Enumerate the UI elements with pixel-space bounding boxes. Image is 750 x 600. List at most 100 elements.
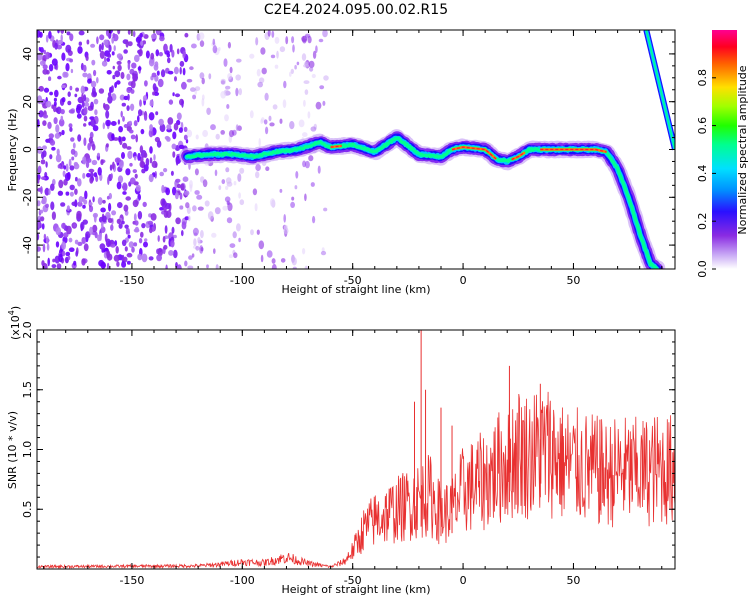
spectrogram-noise-cell: [41, 151, 45, 160]
spectrogram-noise-cell: [99, 232, 102, 241]
spectrogram-noise-cell: [173, 249, 178, 259]
x-tick-label: -100: [230, 574, 255, 587]
spectrogram-noise-cell: [199, 72, 205, 79]
spectrogram-noise-cell: [318, 38, 324, 43]
spectrogram-noise-cell: [55, 124, 60, 133]
spectrogram-noise-cell: [69, 127, 73, 132]
spectrogram-noise-cell: [120, 71, 125, 80]
spectrogram-noise-cell: [96, 77, 99, 84]
snr-y-label: SNR (10 * v/v): [6, 411, 19, 489]
spectrogram-noise-cell: [97, 152, 100, 157]
spectrogram-noise-cell: [292, 266, 297, 269]
spectrogram-noise-cell: [308, 155, 314, 162]
spectrogram-noise-cell: [103, 104, 110, 111]
spectrogram-noise-cell: [204, 200, 210, 207]
spectrogram-noise-cell: [51, 58, 58, 66]
spectrogram-noise-cell: [40, 159, 46, 165]
spectrogram-noise-cell: [176, 112, 182, 121]
spectrogram-noise-cell: [179, 205, 184, 210]
spectrogram-noise-cell: [67, 100, 72, 106]
spectrogram-noise-cell: [154, 61, 159, 68]
spectrogram-noise-cell: [90, 43, 96, 48]
spectrogram-noise-cell: [66, 225, 72, 235]
spectrogram-noise-cell: [58, 179, 64, 189]
spectrogram-noise-cell: [166, 124, 172, 130]
spectrogram-noise-cell: [54, 132, 61, 139]
spectrogram-noise-cell: [176, 183, 182, 189]
spectrogram-noise-cell: [41, 260, 45, 267]
spectrogram-noise-cell: [115, 246, 119, 254]
spectrogram-noise-cell: [93, 172, 98, 178]
spectrogram-noise-cell: [60, 34, 63, 42]
spectrogram-noise-cell: [151, 72, 157, 78]
spectrogram-noise-cell: [225, 167, 230, 173]
colorbar-ticks: 0.0 0.2 0.4 0.6 0.8: [696, 69, 716, 278]
spectrogram-noise-cell: [171, 143, 177, 150]
spectrogram-noise-cell: [283, 227, 289, 235]
spectrogram-noise-cell: [304, 89, 309, 95]
spectrogram-noise-cell: [90, 118, 96, 127]
spectrogram-noise-cell: [291, 196, 295, 201]
spectrogram-noise-cell: [37, 218, 41, 228]
colorbar: 0.0 0.2 0.4 0.6 0.8 Normalized spectral ampl…: [696, 30, 749, 278]
spectrogram-noise-cell: [97, 167, 102, 176]
x-tick-label: 0: [460, 574, 467, 587]
spectrogram-noise-cell: [296, 61, 300, 66]
spectrogram-noise-cell: [156, 140, 162, 148]
y-tick-label: 20: [21, 95, 34, 109]
spectrogram-noise-cell: [181, 99, 184, 108]
spectrogram-noise-cell: [58, 118, 65, 127]
spectrogram-noise-cell: [260, 119, 264, 124]
spectrogram-ridge-peak: [540, 148, 607, 153]
spectrogram-noise-cell: [261, 67, 267, 75]
spectrogram-noise-cell: [175, 217, 181, 225]
spectrogram-noise-cell: [117, 175, 124, 184]
spectrogram-noise-cell: [196, 194, 203, 200]
spectrogram-noise-cell: [255, 37, 259, 46]
spectrogram-noise-cell: [126, 252, 133, 258]
y-tick-label: 40: [21, 47, 34, 61]
spectrogram-noise-cell: [57, 75, 62, 80]
spectrogram-noise-cell: [213, 248, 216, 255]
spectrogram-noise-cell: [239, 167, 245, 174]
spectrogram-noise-cell: [131, 62, 137, 69]
spectrogram-noise-cell: [189, 184, 193, 193]
spectrogram-noise-cell: [250, 229, 254, 236]
spectrogram-noise-cell: [148, 112, 155, 121]
spectrogram-noise-cell: [83, 106, 88, 116]
spectrogram-noise-cell: [65, 163, 69, 172]
spectrogram-noise-cell: [76, 103, 83, 111]
spectrogram-noise-cell: [92, 125, 99, 132]
y-tick-label: 0.5: [21, 501, 34, 519]
spectrogram-noise-cell: [186, 78, 193, 83]
snr-x-label: Height of straight line (km): [281, 583, 430, 596]
spectrogram-noise-cell: [48, 30, 52, 39]
spectrogram-noise-cell: [82, 172, 86, 179]
spectrogram-noise-cell: [42, 145, 47, 150]
spectrogram-noise-cell: [137, 253, 143, 261]
spectrogram-noise-cell: [235, 87, 239, 97]
spectrogram-noise-cell: [197, 206, 204, 211]
spectrogram-noise-cell: [163, 206, 167, 213]
spectrogram-noise-cell: [161, 184, 165, 194]
spectrogram-noise-cell: [127, 150, 133, 160]
spectrogram-noise-cell: [144, 238, 148, 242]
spectrogram-ridge-peak: [511, 151, 526, 161]
spectrogram-noise-cell: [48, 63, 54, 72]
spectrogram-noise-cell: [322, 30, 328, 38]
spectrogram-noise-cell: [271, 263, 277, 269]
spectrogram-noise-cell: [73, 223, 77, 228]
spectrogram-noise-cell: [238, 237, 241, 243]
y-tick-label: -40: [21, 236, 34, 254]
spectrogram-noise-cell: [304, 265, 308, 269]
spectrogram-noise-cell: [68, 158, 72, 167]
spectrogram-noise-cell: [107, 176, 110, 185]
spectrogram-noise-cell: [124, 183, 128, 191]
spectrogram-noise-cell: [37, 177, 40, 184]
spectrogram-noise-cell: [187, 215, 191, 222]
spectrogram-noise-cell: [142, 95, 148, 102]
spectrogram-noise-cell: [49, 139, 56, 146]
spectrogram-noise-cell: [172, 92, 175, 97]
spectrogram-noise-cell: [298, 119, 305, 128]
spectrogram-noise-cell: [61, 97, 66, 103]
